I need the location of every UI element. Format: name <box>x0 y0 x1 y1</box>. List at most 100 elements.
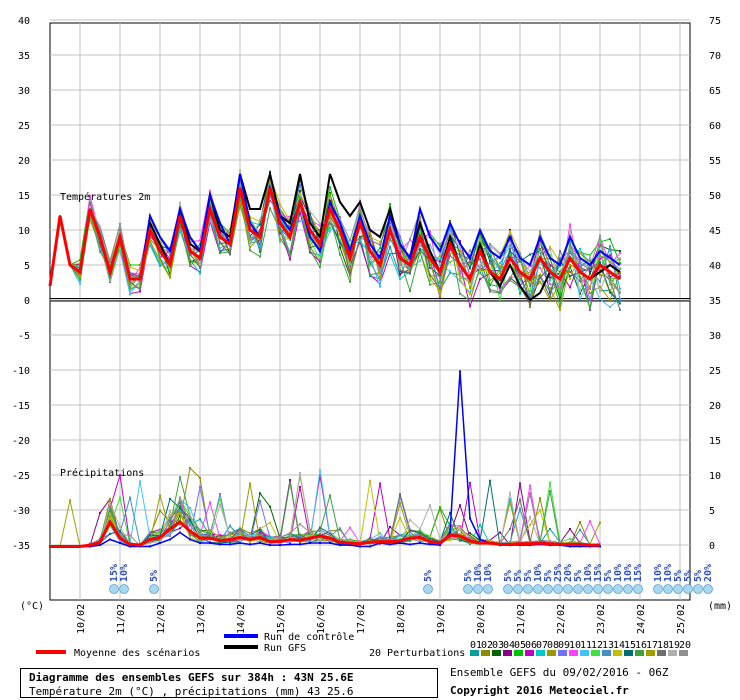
pert-color-swatch <box>635 650 644 656</box>
temp-pert-point <box>219 247 221 250</box>
temp-pert-point <box>349 239 351 242</box>
temp-pert-point <box>449 261 451 264</box>
temp-pert-point <box>509 230 511 233</box>
precip-control-point <box>159 542 161 544</box>
precip-pert-point <box>259 539 261 542</box>
temp-pert-point <box>469 293 471 296</box>
precip-pert-point <box>529 523 531 526</box>
temp-pert-point <box>429 280 431 283</box>
temp-pert-point <box>549 296 551 299</box>
snowflake-icon <box>663 584 673 594</box>
precip-control-point <box>219 543 221 546</box>
precip-control-point <box>429 543 431 546</box>
left-tick-label: -25 <box>12 471 30 482</box>
temp-pert-point <box>619 299 621 301</box>
temp-pert-point <box>439 289 441 292</box>
precip-pert-point <box>119 533 121 536</box>
temp-pert-point <box>149 243 151 245</box>
precip-pert-point <box>149 532 151 535</box>
temp-pert-point <box>339 243 341 246</box>
precip-pert-point <box>119 496 121 499</box>
temp-pert-point <box>129 293 131 296</box>
temp-pert-point <box>189 238 191 241</box>
snow-badge-label: 10% <box>473 564 484 582</box>
temp-pert-point <box>259 248 261 251</box>
temp-pert-point <box>589 287 591 290</box>
temp-pert-point <box>579 275 581 278</box>
precip-pert-point <box>409 530 411 533</box>
snow-badge-label: 5% <box>463 570 474 582</box>
temp-pert-point <box>529 274 531 277</box>
precip-pert-point <box>129 534 131 537</box>
temp-pert-point <box>179 201 181 204</box>
precip-pert-point <box>179 504 181 507</box>
snowflake-icon <box>463 584 473 594</box>
temp-pert-point <box>499 267 501 270</box>
temp-pert-point <box>389 220 391 223</box>
temp-pert-point <box>579 292 581 295</box>
precip-control-point <box>569 545 571 548</box>
temp-pert-point <box>589 267 591 270</box>
precip-pert-point <box>329 539 331 542</box>
temp-pert-point <box>499 291 501 294</box>
temp-pert-point <box>539 266 541 269</box>
snow-badge-label: 10% <box>583 564 594 582</box>
precip-pert-point <box>219 503 221 506</box>
temp-pert-point <box>599 257 601 260</box>
precip-pert-point <box>599 521 601 524</box>
pert-color-swatch <box>602 650 611 656</box>
temp-pert-point <box>409 239 411 242</box>
precip-pert-point <box>459 525 461 528</box>
temp-pert-point <box>409 238 411 241</box>
temp-pert-point <box>339 240 341 243</box>
pert-number-label: 08 <box>547 640 559 651</box>
temp-pert-point <box>89 205 91 208</box>
precip-pert-point <box>399 537 401 540</box>
temp-pert-point <box>609 260 611 263</box>
precip-pert-point <box>469 481 471 484</box>
temp-pert-point <box>619 261 621 264</box>
left-tick-label: -10 <box>12 366 30 377</box>
precip-control-point <box>259 542 261 544</box>
temp-pert-point <box>369 261 371 264</box>
precip-pert-point <box>179 514 181 517</box>
temp-pert-point <box>399 250 401 252</box>
temp-pert-point <box>399 252 401 255</box>
temp-pert-point <box>489 245 491 248</box>
temp-pert-point <box>439 245 441 248</box>
pert-color-swatch <box>591 650 600 656</box>
temp-pert-point <box>199 259 201 262</box>
precip-control-point <box>449 531 451 534</box>
temp-pert-point <box>559 274 561 277</box>
temp-pert-point <box>589 308 591 311</box>
precip-control-point <box>339 544 341 547</box>
precip-pert-point <box>169 497 171 500</box>
precip-pert-point <box>469 535 471 537</box>
temp-pert-point <box>439 294 441 297</box>
temp-pert-point <box>199 272 201 275</box>
temp-pert-point <box>569 264 571 266</box>
precip-control-point <box>269 544 271 547</box>
precip-pert-point <box>329 540 331 543</box>
temp-pert-point <box>479 269 481 272</box>
temp-pert-point <box>209 218 211 221</box>
precip-pert-point <box>259 500 261 502</box>
snowflake-icon <box>653 584 663 594</box>
temp-pert-point <box>129 280 131 283</box>
precip-pert-point <box>369 537 371 540</box>
precip-control-point <box>409 543 411 546</box>
pert-color-swatch <box>503 650 512 656</box>
temp-pert-point <box>229 228 231 231</box>
temp-pert-point <box>529 306 531 308</box>
temp-pert-point <box>309 249 311 252</box>
snowflake-icon <box>483 584 493 594</box>
temp-pert-point <box>329 222 331 225</box>
temp-pert-point <box>559 306 561 308</box>
precip-pert-point <box>409 535 411 537</box>
precip-control-point <box>189 538 191 541</box>
left-tick-label: 0 <box>24 296 30 307</box>
copyright: Copyright 2016 Meteociel.fr <box>450 684 629 697</box>
precip-pert-point <box>189 514 191 517</box>
precip-pert-point <box>349 526 351 529</box>
precip-pert-point <box>199 535 201 537</box>
